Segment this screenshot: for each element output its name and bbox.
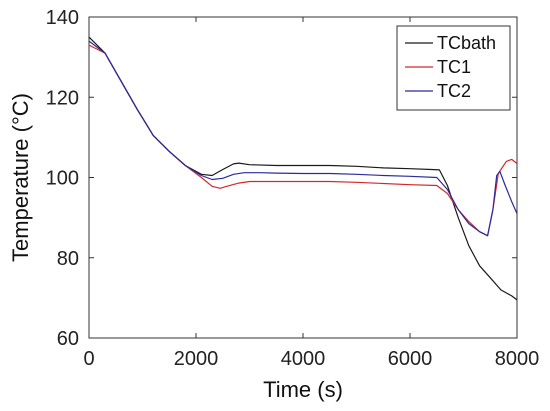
y-tick-label: 60 bbox=[57, 328, 79, 350]
y-axis-label: Temperature (°C) bbox=[8, 93, 33, 262]
legend: TCbath TC1 TC2 bbox=[396, 25, 511, 111]
x-tick-label: 0 bbox=[83, 348, 94, 370]
series-layer bbox=[88, 36, 518, 301]
y-tick-label: 80 bbox=[57, 248, 79, 270]
x-tick-label: 4000 bbox=[281, 348, 326, 370]
y-tick-label: 100 bbox=[46, 168, 79, 190]
legend-label: TC1 bbox=[437, 57, 471, 77]
x-tick-label: 2000 bbox=[174, 348, 219, 370]
x-tick-label: 8000 bbox=[495, 348, 540, 370]
y-tick-label: 120 bbox=[46, 87, 79, 109]
legend-label: TCbath bbox=[437, 33, 496, 53]
legend-box bbox=[396, 25, 511, 111]
legend-label: TC2 bbox=[437, 81, 471, 101]
y-tick-label: 140 bbox=[46, 7, 79, 29]
x-tick-label: 6000 bbox=[388, 348, 433, 370]
x-axis-label: Time (s) bbox=[263, 377, 343, 402]
series-line-tc2 bbox=[88, 40, 518, 237]
ticks-layer: 0 2000 4000 6000 8000 60 80 100 120 140 bbox=[46, 7, 540, 370]
